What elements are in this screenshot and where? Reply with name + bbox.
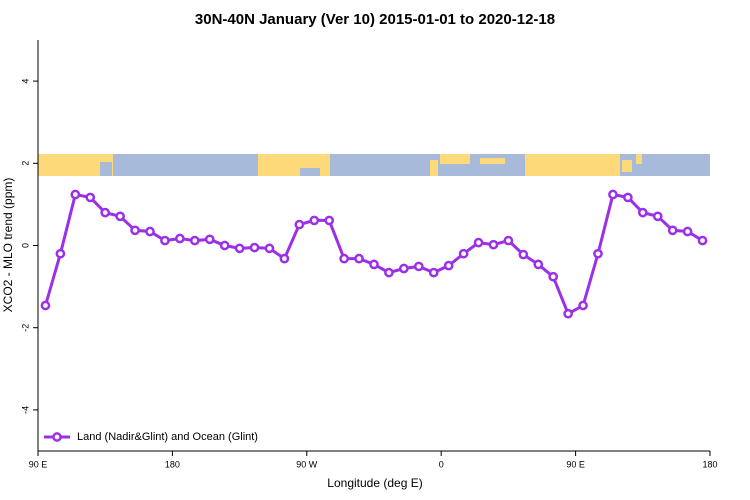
y-tick-label: -2 (20, 324, 30, 332)
data-point (40, 300, 51, 311)
data-point (399, 263, 409, 274)
data-point (160, 235, 170, 246)
data-point (697, 235, 708, 246)
data-point (70, 189, 81, 200)
data-point (428, 267, 439, 278)
data-point (578, 300, 588, 311)
data-point (175, 233, 185, 244)
data-point (518, 249, 529, 260)
x-tick-label: 0 (439, 459, 444, 469)
data-point (369, 259, 379, 270)
y-tick-label: 4 (20, 79, 30, 84)
data-point (608, 189, 618, 200)
data-point (294, 219, 305, 230)
data-point (458, 248, 469, 259)
data-point (623, 192, 633, 203)
data-point (413, 261, 424, 272)
y-tick-label: 2 (20, 161, 30, 166)
data-point (234, 243, 245, 254)
series-line (44, 192, 704, 316)
data-point (354, 253, 364, 264)
data-point (145, 226, 155, 237)
data-point (100, 207, 111, 218)
data-point (384, 267, 394, 278)
legend-label: Land (Nadir&Glint) and Ocean (Glint) (77, 431, 258, 443)
data-point (682, 226, 693, 237)
data-point (652, 211, 663, 222)
data-point (667, 225, 678, 236)
data-point (55, 248, 66, 259)
x-tick-label: 90 W (296, 459, 318, 469)
data-point (503, 235, 514, 246)
data-point (249, 242, 260, 253)
x-axis-label: Longitude (deg E) (327, 476, 422, 490)
y-axis-label: XCO2 - MLO trend (ppm) (1, 178, 15, 313)
x-tick-label: 180 (165, 459, 180, 469)
data-point (533, 259, 544, 270)
x-tick-label: 90 E (566, 459, 585, 469)
y-tick-label: -4 (20, 406, 30, 414)
data-point (189, 235, 200, 246)
data-point (324, 215, 335, 226)
world-map-strip (38, 154, 710, 176)
data-point (279, 253, 290, 264)
y-tick-label: 0 (20, 243, 30, 248)
x-tick-label: 90 E (29, 459, 48, 469)
data-point (593, 248, 603, 259)
chart-title: 30N-40N January (Ver 10) 2015-01-01 to 2… (195, 11, 555, 28)
data-point (488, 239, 499, 250)
data-point (130, 225, 140, 236)
x-tick-label: 180 (702, 459, 717, 469)
data-point (85, 192, 96, 203)
data-point (548, 271, 559, 282)
data-point (115, 211, 125, 222)
data-point (339, 253, 349, 264)
data-point (473, 237, 484, 248)
data-point (264, 243, 275, 254)
data-point (637, 207, 648, 218)
legend-marker (52, 432, 62, 442)
data-point (309, 215, 320, 226)
data-point (204, 234, 215, 245)
data-point (443, 260, 454, 271)
data-point (219, 240, 230, 251)
data-point (563, 308, 573, 319)
